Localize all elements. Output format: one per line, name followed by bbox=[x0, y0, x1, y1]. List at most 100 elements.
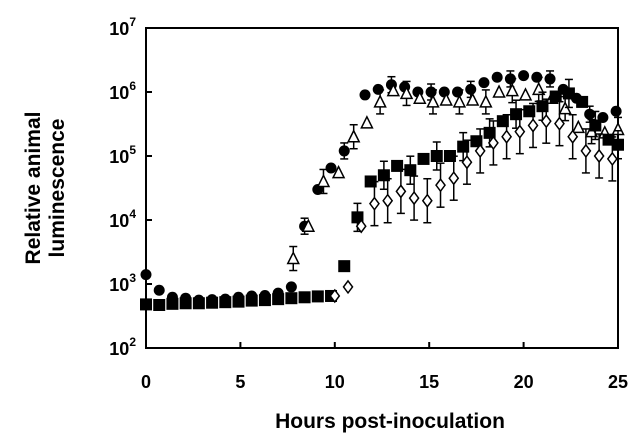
point-open-triangle bbox=[413, 90, 427, 104]
point-open-diamond bbox=[395, 184, 407, 199]
point-open-diamond bbox=[421, 193, 433, 208]
x-tick-label: 20 bbox=[514, 372, 534, 392]
point-filled-circle bbox=[452, 86, 464, 98]
plot-frame bbox=[145, 27, 619, 349]
point-filled-square bbox=[457, 140, 470, 153]
point-open-diamond bbox=[355, 218, 367, 234]
point-open-triangle bbox=[373, 94, 387, 108]
point-open-triangle bbox=[465, 92, 480, 106]
x-tick-label: 5 bbox=[235, 372, 245, 392]
point-open-triangle bbox=[360, 115, 374, 129]
point-filled-circle bbox=[325, 162, 337, 174]
y-tick-label: 105 bbox=[109, 143, 136, 167]
x-tick-label: 15 bbox=[419, 372, 439, 392]
point-open-diamond bbox=[369, 196, 380, 211]
point-open-triangle bbox=[479, 94, 493, 108]
point-filled-circle bbox=[338, 145, 350, 157]
point-open-diamond bbox=[514, 124, 526, 139]
point-filled-circle bbox=[465, 83, 477, 95]
point-open-diamond bbox=[567, 129, 579, 144]
point-open-diamond bbox=[554, 116, 565, 131]
point-open-diamond bbox=[593, 148, 605, 164]
y-tick-label: 103 bbox=[109, 271, 136, 295]
point-filled-square bbox=[589, 119, 602, 132]
point-open-diamond bbox=[540, 113, 552, 129]
point-open-diamond bbox=[461, 154, 473, 170]
x-tick-label: 10 bbox=[325, 372, 345, 392]
point-open-triangle bbox=[452, 94, 467, 108]
x-axis-title: Hours post-inoculation bbox=[275, 410, 505, 433]
point-open-triangle bbox=[316, 173, 331, 188]
point-open-diamond bbox=[487, 135, 499, 151]
point-open-triangle bbox=[426, 94, 440, 108]
point-filled-square bbox=[272, 293, 285, 306]
point-open-triangle bbox=[399, 85, 414, 100]
point-filled-square bbox=[219, 296, 232, 309]
point-filled-square bbox=[298, 291, 311, 304]
point-filled-circle bbox=[425, 86, 437, 98]
point-open-diamond bbox=[408, 190, 420, 206]
point-filled-circle bbox=[140, 269, 152, 281]
point-filled-square bbox=[510, 108, 523, 121]
point-filled-square bbox=[206, 296, 219, 309]
point-filled-square bbox=[483, 126, 496, 139]
point-filled-circle bbox=[153, 284, 165, 296]
point-filled-square bbox=[258, 294, 271, 307]
point-filled-circle bbox=[610, 105, 622, 117]
point-filled-square bbox=[153, 298, 166, 311]
point-open-triangle bbox=[571, 119, 586, 134]
point-filled-circle bbox=[285, 281, 297, 293]
point-filled-square bbox=[179, 297, 192, 310]
y-tick-label: 102 bbox=[109, 335, 136, 359]
y-axis-title-line-1: Relative animal bbox=[22, 112, 45, 265]
point-filled-square bbox=[285, 292, 298, 305]
point-open-triangle bbox=[331, 164, 346, 179]
point-open-triangle bbox=[301, 218, 316, 232]
x-tick-label: 25 bbox=[608, 372, 628, 392]
point-filled-circle bbox=[359, 89, 371, 101]
point-filled-square bbox=[470, 135, 483, 148]
point-filled-square bbox=[404, 164, 417, 177]
point-filled-square bbox=[166, 297, 179, 310]
point-open-diamond bbox=[527, 118, 539, 133]
point-filled-square bbox=[523, 105, 536, 118]
point-filled-circle bbox=[584, 108, 596, 120]
point-filled-square bbox=[430, 150, 443, 162]
point-open-diamond bbox=[606, 151, 618, 167]
y-axis-title: Relative animal luminescence bbox=[22, 112, 69, 265]
point-filled-circle bbox=[491, 71, 503, 83]
point-filled-square bbox=[417, 152, 430, 165]
point-filled-circle bbox=[518, 70, 530, 82]
y-tick-label: 107 bbox=[109, 15, 136, 39]
y-tick-label: 106 bbox=[109, 79, 136, 103]
point-filled-square bbox=[192, 297, 205, 310]
point-filled-square bbox=[140, 298, 152, 311]
point-open-diamond bbox=[580, 143, 592, 159]
point-open-diamond bbox=[329, 288, 341, 304]
point-open-triangle bbox=[518, 87, 533, 101]
point-open-triangle bbox=[492, 84, 506, 98]
point-filled-square bbox=[338, 260, 351, 273]
point-filled-circle bbox=[478, 77, 490, 89]
point-filled-square bbox=[536, 100, 549, 113]
point-filled-square bbox=[612, 138, 624, 151]
y-axis-title-line-2: luminescence bbox=[46, 119, 69, 258]
point-open-diamond bbox=[448, 170, 460, 186]
point-open-diamond bbox=[474, 143, 486, 159]
x-tick-label: 0 bbox=[141, 372, 151, 392]
point-open-triangle bbox=[439, 92, 453, 106]
point-filled-square bbox=[549, 90, 562, 103]
point-filled-square bbox=[562, 87, 575, 100]
point-open-diamond bbox=[501, 129, 513, 144]
point-open-triangle bbox=[286, 250, 300, 265]
y-tick-label: 104 bbox=[109, 207, 136, 231]
point-open-diamond bbox=[342, 279, 354, 295]
point-filled-circle bbox=[438, 86, 450, 98]
point-open-triangle bbox=[505, 82, 519, 97]
point-open-diamond bbox=[382, 193, 394, 208]
point-filled-square bbox=[245, 294, 258, 307]
data-marks bbox=[140, 70, 625, 311]
point-open-triangle bbox=[346, 129, 361, 143]
point-filled-square bbox=[311, 290, 324, 303]
